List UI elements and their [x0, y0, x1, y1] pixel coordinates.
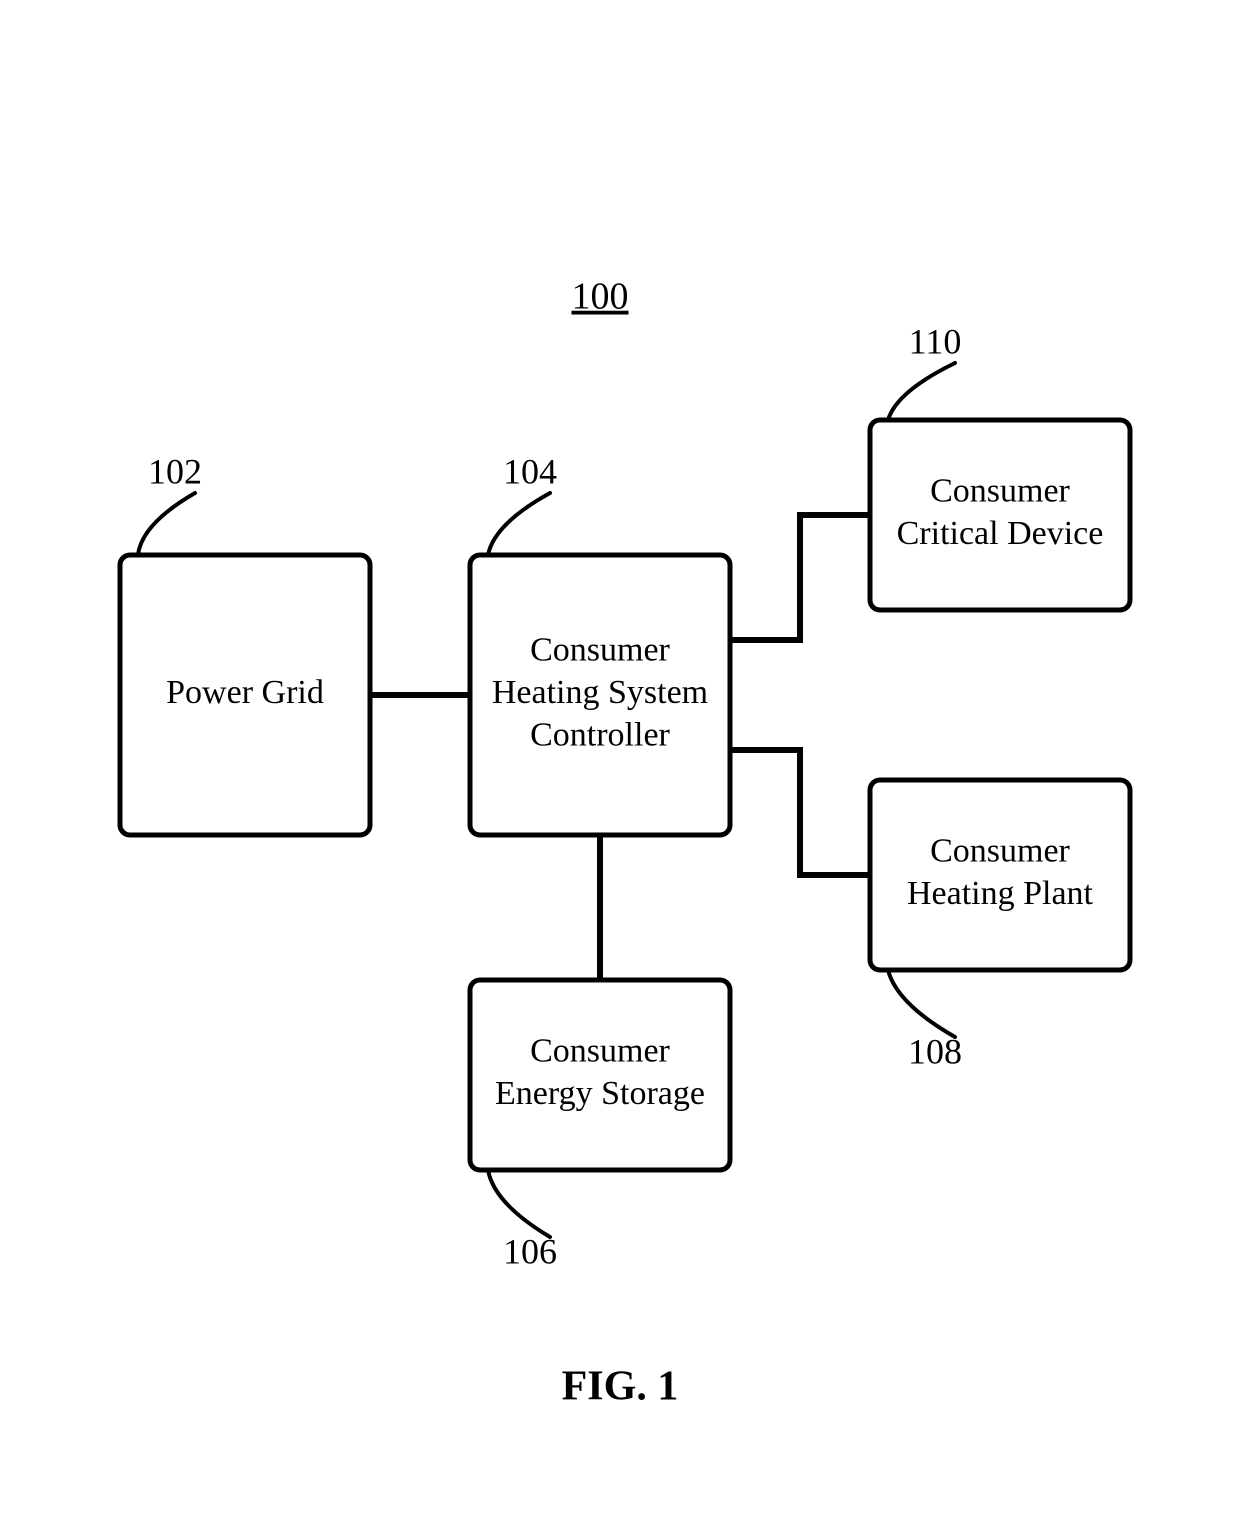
- node-energy_storage-label-0: Consumer: [530, 1033, 670, 1070]
- block-diagram: Power Grid 102 Consumer Heating System Contr…: [0, 0, 1240, 1513]
- node-power_grid-label-0: Power Grid: [166, 674, 324, 711]
- ref-heating_plant: 108: [908, 1031, 962, 1071]
- figure-number: 100: [572, 276, 629, 318]
- node-controller-label-0: Consumer: [530, 631, 670, 668]
- node-energy_storage-label-1: Energy Storage: [495, 1075, 705, 1112]
- ref-energy_storage: 106: [503, 1231, 557, 1271]
- ref-controller: 104: [503, 451, 557, 491]
- node-critical_device-label-1: Critical Device: [897, 515, 1104, 552]
- node-controller-label-1: Heating System: [492, 674, 708, 711]
- ref-power_grid: 102: [148, 451, 202, 491]
- figure-title: FIG. 1: [562, 1364, 679, 1410]
- ref-critical_device: 110: [909, 321, 962, 361]
- node-heating_plant-label-0: Consumer: [930, 833, 1070, 870]
- node-critical_device-label-0: Consumer: [930, 473, 1070, 510]
- node-heating_plant-label-1: Heating Plant: [907, 875, 1094, 912]
- node-controller-label-2: Controller: [530, 716, 670, 753]
